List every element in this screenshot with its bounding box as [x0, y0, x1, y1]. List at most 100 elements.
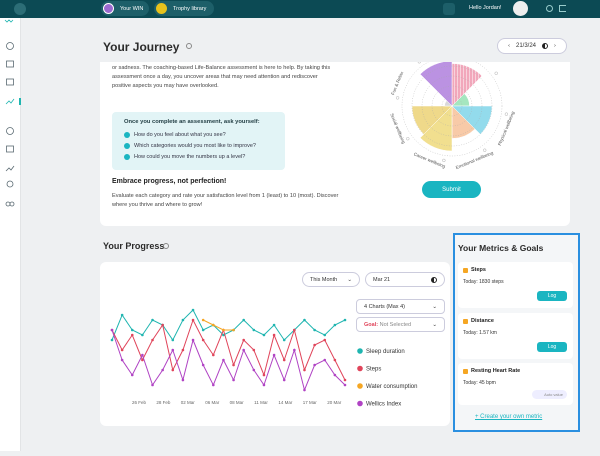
data-point	[262, 383, 266, 387]
data-point	[191, 318, 195, 322]
motto: Embrace progress, not perfection!	[112, 178, 227, 185]
data-point	[110, 328, 114, 332]
data-point	[120, 348, 124, 352]
auto-toggle[interactable]: Auto value	[532, 390, 567, 399]
period: This Month	[310, 276, 338, 283]
tab-label: Trophy library	[173, 5, 207, 12]
legend-swatch	[357, 348, 363, 354]
sidebar	[0, 18, 21, 451]
data-point	[212, 353, 215, 357]
help-icon[interactable]	[546, 5, 553, 12]
metric-card: Steps Today: 1830 steps Log	[458, 262, 573, 308]
data-point	[293, 328, 296, 332]
category-label: Emotional wellbeing	[455, 150, 494, 170]
data-point	[262, 333, 266, 337]
polar-grid	[401, 62, 503, 157]
x-tick-label: 28 Feb	[156, 400, 171, 405]
category-dot	[504, 112, 508, 116]
date: 21/3/24	[515, 43, 537, 49]
data-point	[181, 378, 185, 382]
metric-name: Resting Heart Rate	[471, 368, 521, 374]
metric-today: Today: 45 bpm	[463, 380, 496, 386]
metric-today: Today: 1830 steps	[463, 279, 504, 285]
data-point	[333, 323, 337, 327]
metric-card: Resting Heart Rate Today: 45 bpm Auto valu…	[458, 363, 573, 405]
submit-button[interactable]: Submit	[422, 181, 481, 198]
series-line	[111, 318, 346, 381]
data-point	[323, 338, 327, 342]
data-point	[130, 373, 134, 377]
logout-icon[interactable]	[559, 5, 566, 12]
data-point	[141, 358, 144, 362]
metric-icon	[463, 369, 468, 374]
question-icon	[124, 154, 130, 160]
goal-label: Goal:	[364, 321, 379, 328]
data-point	[171, 338, 175, 342]
create-metric-link[interactable]: + Create your own metric	[475, 414, 543, 420]
category-dot	[417, 62, 421, 64]
charts-select[interactable]: 4 Charts (Max 4) ⌄	[356, 299, 445, 314]
data-point	[222, 333, 225, 337]
data-point	[222, 358, 225, 362]
polar-grid	[421, 75, 483, 137]
metric-today: Today: 1.57 km	[463, 330, 497, 336]
date-picker[interactable]: ‹ 21/3/24 ›	[497, 38, 567, 54]
date-select[interactable]: Mar 21	[365, 272, 445, 287]
metric-card: Distance Today: 1.57 km Log	[458, 313, 573, 359]
data-point	[242, 318, 245, 322]
x-tick-label: 26 Feb	[132, 400, 147, 405]
goal-value: Not Selected	[379, 321, 412, 328]
category-dot	[406, 137, 410, 141]
date: Mar 21	[373, 276, 391, 283]
data-point	[171, 368, 175, 372]
metric-name: Distance	[471, 318, 494, 324]
polar-grid	[411, 65, 493, 147]
progress-card: 26 Feb 28 Feb 02 Mar 06 Mar 08 Mar 11 Mar 14 M…	[100, 262, 450, 426]
tab-your-win[interactable]: Your WIN	[101, 1, 149, 16]
data-point	[232, 363, 235, 367]
data-point	[181, 318, 185, 322]
log-button[interactable]: Log	[537, 291, 567, 301]
section-title: Your Progress	[103, 241, 165, 251]
info-icon[interactable]	[186, 43, 192, 49]
data-point	[151, 338, 154, 342]
series-line	[202, 319, 234, 331]
data-point	[212, 323, 215, 327]
icon-button[interactable]	[443, 3, 455, 15]
category-label: Social wellbeing	[389, 113, 406, 145]
log-button[interactable]: Log	[537, 342, 567, 352]
polar-grid	[431, 85, 473, 127]
data-point	[141, 333, 144, 337]
collapse-toggle[interactable]	[14, 3, 26, 15]
progress-chart: 26 Feb 28 Feb 02 Mar 06 Mar 08 Mar 11 Mar 14 M…	[110, 308, 417, 408]
data-point	[191, 338, 195, 342]
data-point	[323, 358, 327, 362]
data-point	[282, 358, 286, 362]
tab-label: Your WIN	[120, 5, 144, 12]
sidebar-icons	[4, 19, 21, 207]
info-icon[interactable]	[163, 243, 169, 249]
top-bar: Your WIN Trophy library Hello Jordan!	[0, 0, 600, 18]
data-point	[232, 378, 235, 382]
data-point	[161, 368, 164, 372]
data-point	[130, 328, 134, 332]
avatar[interactable]	[513, 1, 528, 16]
data-point	[212, 383, 215, 387]
tab-trophy[interactable]: Trophy library	[154, 1, 214, 16]
goal-select[interactable]: Goal: Not Selected ⌄	[356, 317, 445, 332]
data-point	[191, 308, 195, 312]
category-dot	[483, 148, 487, 152]
x-tick-label: 08 Mar	[230, 400, 245, 405]
data-point	[343, 318, 347, 322]
legend-swatch	[357, 365, 363, 372]
data-point	[282, 378, 286, 382]
period-select[interactable]: This Month ⌄	[302, 272, 360, 287]
data-point	[333, 373, 337, 377]
data-point	[120, 358, 124, 362]
polar-sector	[419, 62, 453, 107]
data-point	[343, 378, 347, 382]
question-icon	[124, 132, 130, 138]
data-point	[242, 348, 245, 352]
